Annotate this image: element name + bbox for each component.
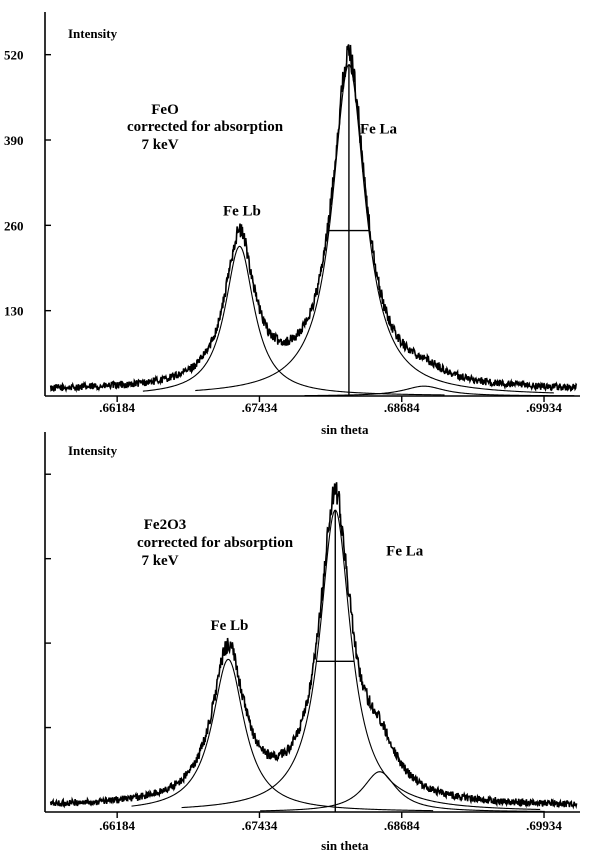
peak-label: Fe Lb [223,203,261,219]
annotation-line: Fe2O3 [144,517,187,533]
annotation-line: 7 keV [141,553,178,569]
panel-1: 130 260 390 520 .66184 .67434 .68684 .69934 Inte… [4,12,580,437]
y-axis-label: Intensity [68,443,118,458]
y-axis-label: Intensity [68,26,118,41]
x-tick-label: .67434 [242,400,278,415]
y-tick-label: 390 [4,133,24,148]
x-tick-label: .67434 [242,818,278,833]
y-tick-label: 260 [4,218,24,233]
measured-spectrum [49,44,578,393]
x-tick-label: .66184 [99,818,135,833]
component-curve [181,509,541,811]
peak-label: Fe La [360,121,398,137]
component-curve [131,658,434,812]
x-tick-label: .69934 [526,818,562,833]
panel-2: .66184 .67434 .68684 .69934 Intensity sin the… [44,432,580,853]
peak-label: Fe Lb [210,618,248,634]
x-tick-label: .68684 [384,400,420,415]
component-curve [260,771,545,812]
annotation-line: 7 keV [141,137,178,153]
y-tick-label: 520 [4,48,24,63]
x-axis-label: sin theta [321,838,369,853]
x-tick-label: .68684 [384,818,420,833]
peak-label: Fe La [386,543,424,559]
annotation-line: corrected for absorption [127,119,284,135]
annotation-line: corrected for absorption [137,535,294,551]
component-curve [195,64,554,394]
annotation-line: FeO [151,102,179,118]
measured-spectrum [49,482,578,810]
x-tick-label: .66184 [99,400,135,415]
y-tick-label: 130 [4,304,24,319]
x-tick-label: .69934 [526,400,562,415]
component-curve [142,245,445,396]
x-axis-label: sin theta [321,422,369,437]
